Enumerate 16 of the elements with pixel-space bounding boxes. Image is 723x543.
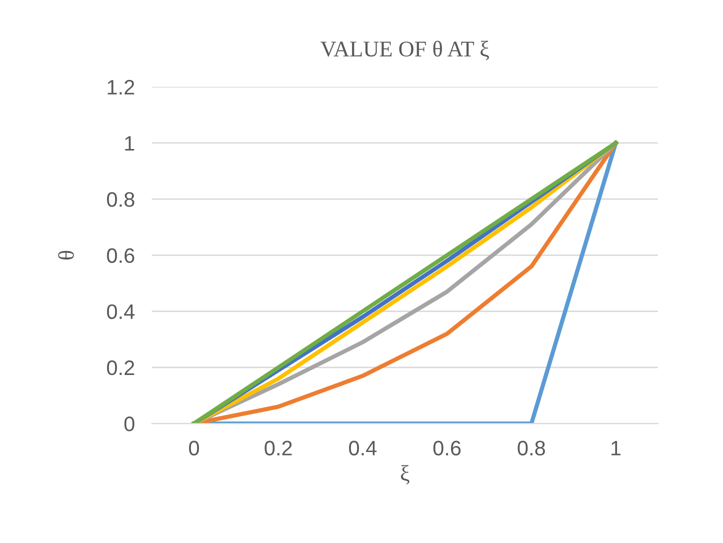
x-tick-label: 0	[189, 440, 199, 456]
y-tick-label: 0	[124, 416, 134, 432]
chart-title: VALUE OF θ AT ξ	[320, 40, 489, 60]
y-tick-label: 1.2	[108, 80, 134, 94]
x-axis-title: ξ	[400, 465, 410, 485]
y-axis-title: θ	[58, 250, 74, 260]
y-tick-label: 0.4	[107, 304, 135, 320]
x-tick-label: 0.4	[349, 440, 377, 456]
x-tick-label: 0.6	[433, 440, 461, 456]
x-tick-label: 1	[612, 440, 621, 456]
y-tick-label: 0.6	[107, 248, 134, 263]
x-tick-label: 0.8	[518, 440, 545, 456]
y-tick-label: 0.2	[107, 360, 134, 376]
y-tick-label: 1	[125, 136, 134, 151]
x-tick-label: 0.2	[264, 440, 292, 456]
y-tick-label: 0.8	[107, 192, 134, 207]
